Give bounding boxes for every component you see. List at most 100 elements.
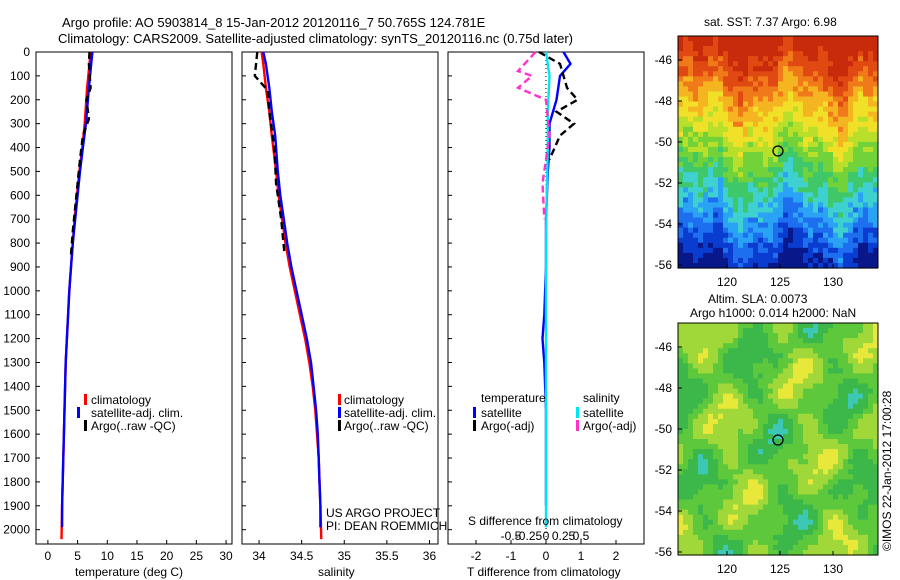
sla-cell: [693, 393, 698, 400]
sla-cell: [783, 499, 788, 506]
sst-cell: [683, 121, 688, 128]
sst-cell: [693, 202, 698, 209]
sst-cell: [813, 111, 818, 118]
sst-cell: [718, 146, 723, 153]
sla-cell: [783, 418, 788, 425]
sla-cell: [863, 338, 868, 344]
sst-cell: [813, 197, 818, 204]
sla-cell: [748, 428, 753, 435]
sla-cell: [833, 464, 838, 470]
sla-cell: [723, 383, 728, 390]
sla-cell: [753, 484, 758, 491]
sst-cell: [753, 237, 758, 244]
sst-cell: [833, 141, 838, 148]
sst-cell: [783, 232, 788, 239]
sla-cell: [708, 464, 713, 470]
sla-cell: [823, 333, 828, 339]
sla-cell: [773, 504, 778, 511]
sst-cell: [843, 146, 848, 153]
sst-cell: [858, 136, 863, 143]
sla-cell: [838, 393, 843, 400]
sla-cell: [858, 428, 863, 435]
temperature-legend: climatology satellite-adj. clim. Argo(..…: [77, 393, 183, 433]
sla-cell: [758, 439, 763, 445]
sst-cell: [763, 212, 768, 219]
sla-cell: [818, 338, 823, 344]
sst-cell: [873, 182, 878, 188]
sst-cell: [788, 36, 793, 42]
sst-cell: [803, 51, 808, 57]
sst-cell: [823, 46, 828, 52]
sst-cell: [763, 252, 768, 259]
sst-cell: [803, 242, 808, 249]
sst-cell: [813, 217, 818, 224]
sst-cell: [753, 106, 758, 113]
sst-cell: [838, 126, 843, 133]
sst-cell: [743, 101, 748, 108]
sla-cell: [823, 388, 828, 395]
sst-cell: [818, 91, 823, 98]
sla-cell: [753, 333, 758, 339]
sla-cell: [678, 373, 683, 380]
sla-cell: [723, 368, 728, 375]
sla-cell: [778, 494, 783, 501]
sst-cell: [723, 101, 728, 108]
sla-cell: [678, 514, 683, 521]
sst-cell: [758, 167, 763, 173]
sla-cell: [873, 413, 878, 420]
sst-cell: [683, 227, 688, 234]
sla-cell: [783, 549, 788, 556]
sst-cell: [733, 56, 738, 62]
sla-cell: [683, 514, 688, 521]
sla-cell: [713, 363, 718, 369]
sla-cell: [793, 428, 798, 435]
sla-cell: [853, 378, 858, 385]
sla-cell: [868, 534, 873, 541]
sla-cell: [758, 539, 763, 546]
sst-cell: [738, 212, 743, 219]
sla-cell: [788, 343, 793, 349]
sst-cell: [828, 232, 833, 239]
sla-cell: [838, 469, 843, 475]
sst-cell: [798, 212, 803, 219]
sla-cell: [738, 444, 743, 450]
sla-cell: [803, 474, 808, 480]
sst-cell: [723, 167, 728, 173]
sst-cell: [778, 81, 783, 88]
sla-cell: [823, 338, 828, 344]
sst-cell: [758, 56, 763, 62]
sla-cell: [858, 423, 863, 430]
sla-cell: [693, 363, 698, 369]
sla-cell: [713, 454, 718, 460]
sla-cell: [693, 549, 698, 556]
sst-cell: [858, 91, 863, 98]
sst-cell: [803, 187, 808, 193]
sst-cell: [763, 247, 768, 254]
sst-cell: [713, 247, 718, 254]
sla-cell: [788, 338, 793, 344]
sst-cell: [848, 162, 853, 168]
sla-cell: [868, 408, 873, 415]
sla-cell: [803, 398, 808, 405]
sst-cell: [858, 66, 863, 72]
sst-cell: [723, 197, 728, 204]
sst-cell: [763, 237, 768, 244]
sla-cell: [708, 378, 713, 385]
sst-cell: [848, 141, 853, 148]
sla-cell: [788, 363, 793, 369]
sla-cell: [793, 439, 798, 445]
sla-cell: [783, 544, 788, 551]
sst-cell: [763, 232, 768, 239]
sst-cell: [748, 116, 753, 123]
argo-location-marker: [772, 434, 784, 446]
sla-cell: [858, 343, 863, 349]
sst-cell: [803, 237, 808, 244]
sst-cell: [828, 162, 833, 168]
sla-cell: [823, 459, 828, 465]
sst-cell: [738, 116, 743, 123]
sst-cell: [723, 81, 728, 88]
sst-cell: [788, 182, 793, 188]
sla-cell: [768, 549, 773, 556]
sst-cell: [778, 167, 783, 173]
sla-cell: [828, 348, 833, 354]
